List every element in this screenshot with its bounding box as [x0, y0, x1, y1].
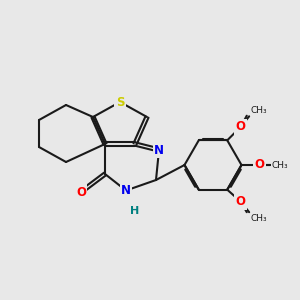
Text: O: O: [76, 185, 86, 199]
Text: H: H: [130, 206, 140, 217]
Text: O: O: [254, 158, 265, 172]
Text: CH₃: CH₃: [250, 214, 267, 223]
Text: O: O: [236, 120, 246, 133]
Text: CH₃: CH₃: [272, 160, 288, 169]
Text: N: N: [154, 143, 164, 157]
Text: O: O: [236, 195, 246, 208]
Text: CH₃: CH₃: [250, 106, 267, 115]
Text: S: S: [116, 95, 124, 109]
Text: N: N: [121, 184, 131, 197]
